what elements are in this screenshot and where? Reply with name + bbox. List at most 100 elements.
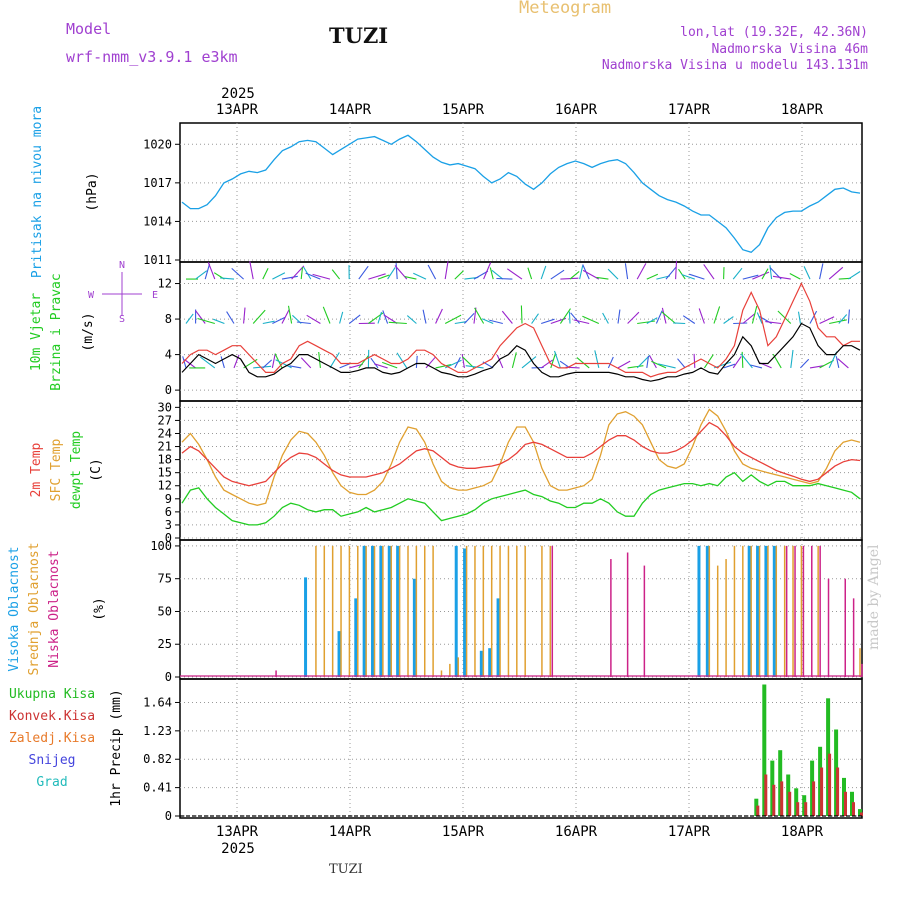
- precip-conv-bar: [812, 781, 816, 816]
- pressure-panel-ytick-label: 1014: [143, 214, 172, 228]
- wind-arrow: [582, 315, 600, 325]
- wind-arrow: [329, 352, 340, 369]
- wind-arrow: [197, 317, 215, 325]
- station-title: TUZI: [329, 23, 389, 48]
- wind-speed-line: [181, 322, 861, 382]
- wind-arrow: [596, 276, 609, 280]
- wind-arrow: [262, 320, 275, 325]
- x-bottom-label: 13APR: [216, 824, 259, 840]
- wind-arrow: [655, 310, 663, 324]
- lonlat: lon,lat (19.32E, 42.36N): [680, 25, 868, 40]
- wind-arrow: [819, 359, 834, 369]
- wind-arrow: [751, 305, 758, 324]
- wind-arrow: [559, 308, 571, 324]
- wind-arrow: [756, 312, 763, 324]
- wind-arrow: [281, 275, 298, 280]
- wind-arrow: [819, 316, 835, 325]
- wind-arrow: [752, 271, 770, 280]
- precip-total-bar: [794, 788, 799, 816]
- x-top-label: 14APR: [329, 102, 372, 118]
- wind-arrow: [627, 311, 640, 324]
- wind-arrow: [377, 311, 383, 324]
- wind-arrow: [661, 307, 667, 324]
- wind-arrow: [252, 309, 266, 324]
- wind-arrow: [220, 356, 225, 369]
- meteogram-title: Meteogram: [519, 0, 612, 18]
- temp-panel-ytick-label: 30: [158, 400, 172, 414]
- wind-arrow: [300, 357, 312, 369]
- wind-arrow: [531, 313, 539, 324]
- wind-arrow: [579, 265, 584, 280]
- wind-arrow: [358, 354, 370, 369]
- cloud-panel-ytick-label: 50: [158, 604, 172, 618]
- precip-conv-bar: [852, 802, 855, 816]
- wind-arrow: [789, 273, 801, 280]
- precip-panel-ytick-label: 0.82: [143, 752, 172, 766]
- wind-arrow: [703, 264, 715, 280]
- temp-panel-ytick-label: 0: [165, 531, 172, 545]
- wind-arrow: [243, 307, 246, 324]
- wind-arrow: [233, 354, 240, 369]
- wind-arrow: [550, 269, 565, 280]
- wind-arrow: [305, 272, 321, 280]
- wind-arrow: [474, 307, 485, 324]
- precip-total-bar: [762, 684, 767, 816]
- wind-arrow: [646, 355, 650, 368]
- dewpt-line: [181, 471, 861, 526]
- wind-arrow: [300, 267, 304, 280]
- wind-arrow: [489, 319, 503, 325]
- x-top-label: 13APR: [216, 102, 259, 118]
- wind-arrow: [200, 356, 216, 369]
- wind-arrow: [296, 321, 311, 325]
- precip-conv-bar: [756, 805, 760, 816]
- wind-arrow: [607, 356, 614, 369]
- wind-arrow: [395, 263, 398, 280]
- wind-arrow: [742, 312, 756, 324]
- sfc-temp-line: [181, 408, 861, 506]
- wind-arrow: [761, 268, 769, 280]
- x-top-label: 18APR: [781, 102, 824, 118]
- wind-arrow: [521, 356, 537, 369]
- pressure-line: [181, 134, 861, 254]
- wind-panel-ytick-label: 8: [165, 312, 172, 326]
- wind-subtitle: Brzina i Pravac: [49, 273, 64, 390]
- wind-arrow: [489, 267, 494, 280]
- wind-arrow: [527, 267, 533, 280]
- elevation: Nadmorska Visina 46m: [711, 42, 868, 57]
- wind-arrow: [661, 311, 676, 324]
- precip-panel-ytick-label: 0: [165, 809, 172, 823]
- precip-conv-bar: [860, 812, 863, 816]
- compass-w: W: [88, 290, 95, 301]
- wind-panel-ytick-label: 12: [158, 277, 172, 291]
- wind-arrow: [303, 266, 312, 280]
- precip-conv-bar: [796, 802, 800, 816]
- model-name: wrf-nmm_v3.9.1 e3km: [66, 48, 238, 66]
- wind-arrow: [318, 351, 321, 368]
- precip-legend-0: Ukupna Kisa: [9, 687, 95, 702]
- wind-arrow: [382, 310, 389, 324]
- wind-arrow: [262, 359, 273, 369]
- pressure-panel-ytick-label: 1011: [143, 253, 172, 267]
- wind-arrow: [289, 365, 302, 369]
- wind-arrow: [435, 308, 443, 324]
- pressure-unit: (hPa): [85, 172, 100, 211]
- wind-arrow: [835, 356, 840, 369]
- wind-arrow: [220, 277, 235, 280]
- wind-arrow: [249, 261, 254, 280]
- wind-arrow: [713, 306, 721, 324]
- wind-arrow: [732, 267, 743, 280]
- wind-arrow: [271, 354, 276, 369]
- wind-arrow: [281, 309, 290, 324]
- wind-arrow: [576, 357, 590, 369]
- wind-arrow: [195, 270, 208, 280]
- wind-arrow: [349, 363, 363, 369]
- wind-arrow: [681, 273, 695, 280]
- temp-panel-ytick-label: 18: [158, 453, 172, 467]
- wind-gust-line: [181, 282, 860, 378]
- precip-conv-bar: [788, 791, 792, 816]
- wind-arrow: [797, 311, 801, 324]
- precip-legend-4: Grad: [36, 775, 67, 790]
- wind-arrow: [550, 352, 557, 369]
- wind-arrow: [723, 316, 734, 324]
